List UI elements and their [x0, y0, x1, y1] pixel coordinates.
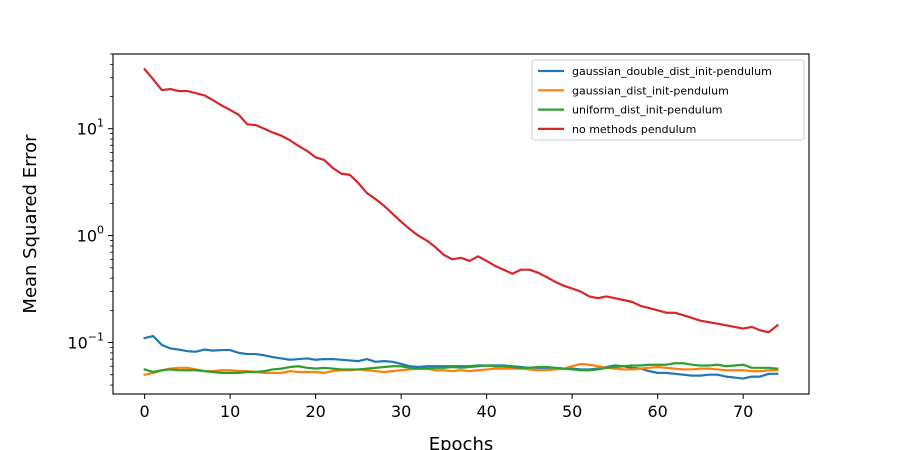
x-tick-label: 70	[733, 402, 753, 421]
y-tick-exponent: 0	[97, 224, 104, 237]
x-axis-ticks: 0 10 20 30 40 50 60 70	[140, 394, 753, 421]
legend-label: no methods pendulum	[572, 123, 696, 136]
x-tick-label: 40	[476, 402, 496, 421]
legend: gaussian_double_dist_init-pendulumgaussi…	[531, 59, 805, 141]
legend-label: gaussian_double_dist_init-pendulum	[572, 65, 772, 78]
y-tick-exponent: −1	[88, 331, 104, 344]
legend-box	[531, 59, 805, 141]
plot-frame	[112, 53, 810, 395]
x-tick-label: 60	[647, 402, 667, 421]
y-tick-base: 10	[77, 227, 97, 246]
series-line-1	[143, 334, 779, 380]
series-line-4	[143, 67, 779, 334]
legend-label: uniform_dist_init-pendulum	[572, 104, 723, 117]
series-line-3	[143, 362, 779, 374]
x-axis-label: Epochs	[429, 434, 494, 450]
y-tick-base: 10	[77, 120, 97, 139]
x-tick-label: 0	[140, 402, 150, 421]
x-tick-label: 10	[220, 402, 240, 421]
x-tick-label: 50	[562, 402, 582, 421]
y-tick-label: 100	[77, 224, 104, 246]
series-lines	[143, 67, 779, 380]
y-tick-base: 10	[67, 334, 87, 353]
y-tick-label: 10−1	[67, 331, 104, 353]
legend-label: gaussian_dist_init-pendulum	[572, 84, 729, 97]
x-tick-label: 30	[391, 402, 411, 421]
y-axis-label: Mean Squared Error	[20, 134, 41, 314]
x-tick-label: 20	[305, 402, 325, 421]
y-tick-label: 101	[77, 117, 104, 139]
y-tick-exponent: 1	[97, 117, 104, 130]
